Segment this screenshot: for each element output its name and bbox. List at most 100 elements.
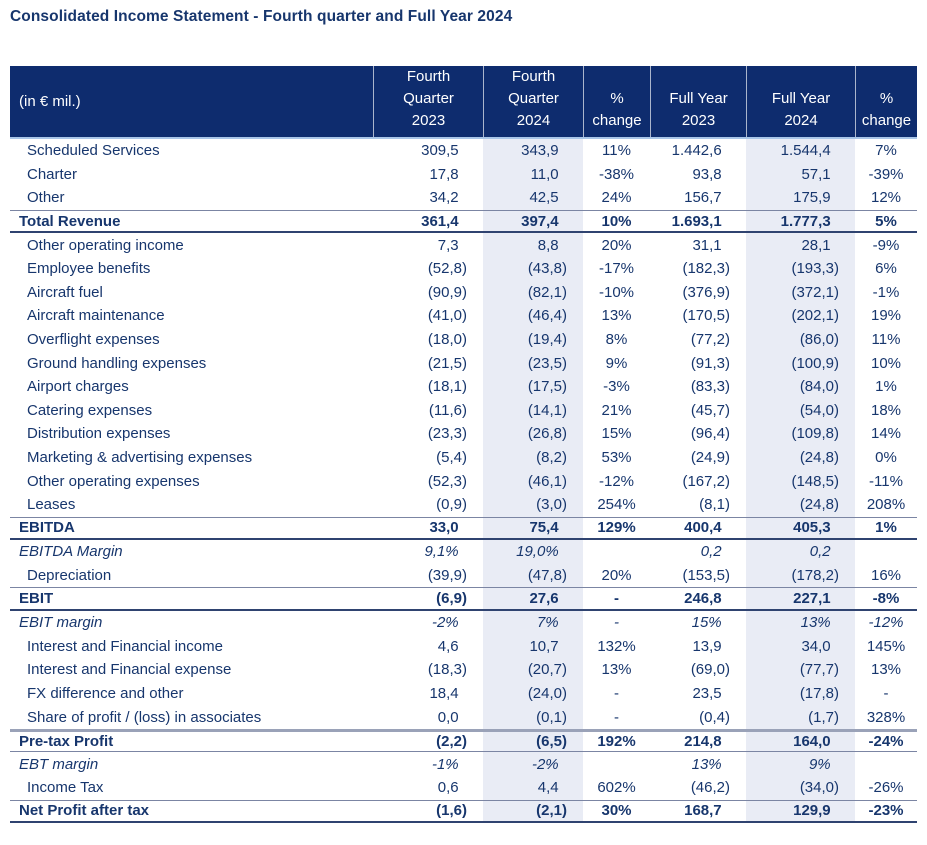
value-cell: 7,3 — [437, 236, 467, 254]
value-cell: (1,7) — [746, 705, 855, 729]
value-cell: (24,9) — [690, 449, 730, 467]
value-cell: 8,8 — [483, 233, 583, 257]
value-cell: (6,9) — [436, 590, 467, 608]
value-cell: 0,2 — [746, 540, 855, 564]
value-cell: -1% — [431, 755, 467, 773]
value-cell: (86,0) — [746, 327, 855, 352]
value-cell: (0,1) — [483, 705, 583, 729]
value-cell: (46,2) — [690, 779, 730, 797]
value-cell: 19,0% — [483, 540, 583, 564]
value-cell: -11% — [869, 472, 903, 490]
value-cell: (2,2) — [436, 733, 467, 751]
value-cell: (0,9) — [436, 496, 467, 514]
value-cell: (39,9) — [427, 566, 467, 584]
table-row: Income Tax 0,6 4,4 602% (46,2) (34,0) -26% — [10, 776, 917, 800]
value-cell: 168,7 — [684, 802, 730, 820]
row-label: Employee benefits — [27, 260, 151, 278]
row-label: Share of profit / (loss) in associates — [27, 708, 262, 726]
value-cell: -38% — [598, 165, 635, 183]
value-cell: -26% — [868, 779, 904, 797]
value-cell: 361,4 — [421, 212, 467, 230]
value-cell: (21,5) — [427, 354, 467, 372]
value-cell: (153,5) — [682, 566, 730, 584]
value-cell: 14% — [870, 425, 902, 443]
value-cell: (90,9) — [427, 283, 467, 301]
value-cell: 20% — [601, 566, 632, 584]
table-row: Scheduled Services 309,5 343,9 11% 1.442,6… — [10, 139, 917, 163]
table-row: Pre-tax Profit (2,2) (6,5) 192% 214,8 164,0 … — [10, 728, 917, 753]
row-label: EBITDA Margin — [19, 543, 123, 561]
value-cell: 20% — [601, 236, 632, 254]
row-label: Marketing & advertising expenses — [27, 449, 253, 467]
table-row: Net Profit after tax (1,6) (2,1) 30% 168,7 1… — [10, 799, 917, 824]
value-cell: 11% — [871, 331, 901, 349]
value-cell: 31,1 — [692, 236, 730, 254]
row-label: EBITDA — [19, 519, 75, 537]
value-cell: 405,3 — [746, 517, 855, 539]
value-cell: 0,0 — [437, 708, 467, 726]
value-cell: 1.544,4 — [746, 139, 855, 163]
value-cell: (23,3) — [427, 425, 467, 443]
page: Consolidated Income Statement - Fourth q… — [10, 8, 917, 824]
value-cell: 156,7 — [684, 189, 730, 207]
row-label: Charter — [27, 165, 78, 183]
column-header-full-year-2024: Full Year 2024 — [746, 66, 855, 137]
value-cell: 5% — [875, 212, 897, 230]
row-label: Airport charges — [27, 378, 129, 396]
value-cell: (54,0) — [746, 398, 855, 423]
column-header-unit: (in € mil.) — [19, 92, 81, 110]
value-cell: 254% — [597, 496, 636, 514]
value-cell: 93,8 — [692, 165, 730, 183]
value-cell: 132% — [597, 637, 636, 655]
value-cell: (77,2) — [690, 331, 730, 349]
value-cell: 602% — [597, 779, 636, 797]
row-label: EBIT margin — [19, 614, 103, 632]
table-row: Other operating income 7,3 8,8 20% 31,1 28… — [10, 233, 917, 257]
value-cell: 18% — [870, 401, 902, 419]
value-cell: 28,1 — [746, 233, 855, 257]
table-row: Employee benefits (52,8) (43,8) -17% (182,3)… — [10, 256, 917, 281]
value-cell: (376,9) — [682, 283, 730, 301]
value-cell: 11,0 — [483, 162, 583, 187]
value-cell: 4,6 — [437, 637, 467, 655]
row-label: FX difference and other — [27, 684, 184, 702]
value-cell: 34,2 — [429, 189, 467, 207]
value-cell: (24,8) — [746, 445, 855, 470]
value-cell: (84,0) — [746, 374, 855, 399]
value-cell: (46,1) — [483, 469, 583, 493]
value-cell: 400,4 — [684, 519, 730, 537]
value-cell: (6,5) — [483, 731, 583, 752]
value-cell: (18,0) — [427, 331, 467, 349]
value-cell: (47,8) — [483, 563, 583, 588]
row-label: Income Tax — [27, 779, 104, 797]
column-header-fourth-quarter-2023: Fourth Quarter 2023 — [373, 66, 483, 137]
value-cell: (8,2) — [483, 445, 583, 470]
value-cell: (83,3) — [690, 378, 730, 396]
table-row: Overflight expenses (18,0) (19,4) 8% (77,2) (… — [10, 327, 917, 352]
table-row: Marketing & advertising expenses (5,4) (8,… — [10, 445, 917, 470]
column-header-pct-change-year: % change — [855, 66, 917, 137]
value-cell: -39% — [868, 165, 904, 183]
value-cell: 12% — [870, 189, 902, 207]
value-cell: 57,1 — [746, 162, 855, 187]
table-row: Leases (0,9) (3,0) 254% (8,1) (24,8) 208% — [10, 492, 917, 517]
table-row: Total Revenue 361,4 397,4 10% 1.693,1 1.77… — [10, 209, 917, 234]
value-cell: 7% — [875, 142, 897, 160]
value-cell: 9,1% — [424, 543, 467, 561]
value-cell: 0% — [875, 449, 897, 467]
row-label: Ground handling expenses — [27, 354, 207, 372]
column-header-full-year-2023: Full Year 2023 — [650, 66, 746, 137]
value-cell: (182,3) — [682, 260, 730, 278]
value-cell: (18,1) — [427, 378, 467, 396]
row-label: Total Revenue — [19, 212, 121, 230]
value-cell — [855, 540, 917, 564]
value-cell: (52,8) — [427, 260, 467, 278]
value-cell: 129,9 — [746, 800, 855, 822]
table-row: Interest and Financial income 4,6 10,7 13… — [10, 634, 917, 659]
value-cell: 33,0 — [429, 519, 467, 537]
value-cell: 13% — [870, 661, 902, 679]
value-cell: 214,8 — [684, 733, 730, 751]
value-cell: (24,0) — [483, 681, 583, 706]
value-cell — [583, 540, 650, 564]
value-cell: (1,6) — [436, 802, 467, 820]
